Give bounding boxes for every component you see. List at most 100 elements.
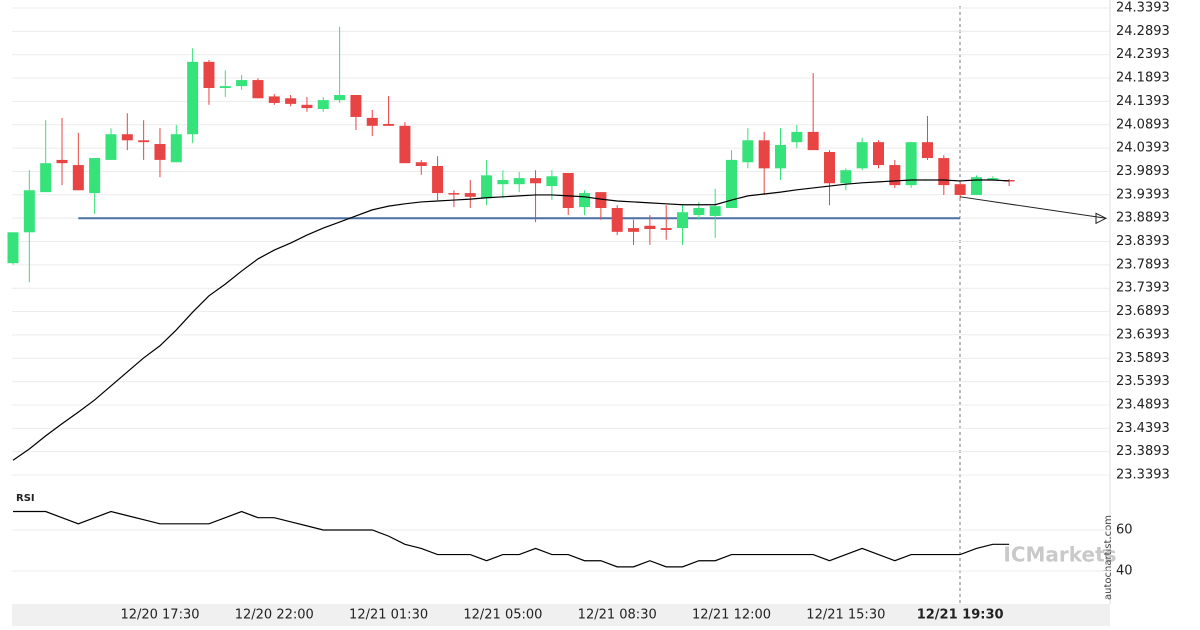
candle-body [7,232,19,264]
x-tick-label: 12/21 15:30 [806,608,885,623]
y-tick-label: 23.9393 [1116,187,1170,202]
candle-body [628,228,640,232]
candle-body [513,178,525,185]
y-tick-label: 23.5893 [1116,351,1170,366]
x-tick-label: 12/21 01:30 [349,608,428,623]
candle-body [399,125,411,164]
forecast-arrowhead [1095,212,1108,225]
x-tick-label: 12/20 17:30 [120,608,199,623]
candle-body [579,193,591,208]
candle-body [562,172,574,209]
candle-body [432,165,444,194]
y-tick-label: 24.0893 [1116,117,1170,132]
candle-body [677,212,689,229]
x-tick-label: 12/21 05:00 [463,608,542,623]
candle-body [40,163,52,193]
rsi-line [13,510,1010,568]
candle-body [905,142,917,186]
x-tick-label: 12/20 22:00 [235,608,314,623]
candle-body [856,142,868,169]
y-tick-label: 23.4893 [1116,397,1170,412]
candle-body [187,61,199,135]
y-tick-label: 24.0393 [1116,141,1170,156]
candle-body [252,80,264,99]
forecast-arrow [960,196,1107,219]
candle-body [726,159,738,209]
source: autochartist.com [1103,515,1114,600]
y-tick-label: 24.3393 [1116,1,1170,16]
candle-body [530,178,542,184]
y-tick-label: 23.7893 [1116,257,1170,272]
candle-body [301,104,313,109]
candle-body [464,193,476,197]
candle-body [693,208,705,216]
candle-body [481,175,493,199]
y-tick-label: 23.5393 [1116,374,1170,389]
candle-body [72,165,84,191]
candle-body [23,190,35,233]
candle-body [921,142,933,159]
candle-body [56,159,68,164]
y-tick-label: 24.1893 [1116,71,1170,86]
candle-body [709,206,721,216]
candle-body [236,80,248,87]
candle-body [938,158,950,186]
candle-body [415,162,427,166]
y-tick-label: 24.2393 [1116,47,1170,62]
candle-body [742,140,754,163]
y-tick-label: 40 [1116,563,1133,578]
candle-body [121,134,133,141]
candle-body [546,176,558,187]
candle-body [350,95,362,117]
x-axis-band [12,604,1110,626]
candle-body [775,144,787,169]
y-tick-label: 23.4393 [1116,421,1170,436]
x-tick-label: 12/21 12:00 [692,608,771,623]
candle-body [791,131,803,143]
candle-body [889,165,901,186]
candle-body [154,144,166,160]
x-tick-label: 12/21 08:30 [578,608,657,623]
candle-body [595,192,607,209]
candle-body [383,123,395,126]
y-tick-label: 23.8893 [1116,211,1170,226]
watermark: ICMarkets [1003,543,1116,567]
candle-body [807,131,819,151]
x-tick-label: 12/21 19:30 [917,608,1004,623]
y-tick-label: 23.9893 [1116,164,1170,179]
y-tick-label: 24.2893 [1116,24,1170,39]
y-tick-label: 23.6893 [1116,304,1170,319]
candle-body [219,86,231,88]
candle-body [824,151,835,184]
candle-body [285,98,297,104]
y-tick-label: 23.8393 [1116,234,1170,249]
candle-body [970,177,982,195]
candle-body [89,158,101,194]
candle-body [497,179,509,185]
candle-body [170,134,182,163]
candle-body [611,208,623,232]
candle-body [660,228,672,230]
y-tick-label: 24.1393 [1116,94,1170,109]
candle-body [268,96,280,103]
y-tick-label: 60 [1116,522,1133,537]
candle-body [954,184,966,195]
candle-body [203,61,215,88]
candle-body [317,100,329,110]
y-tick-label: 23.3393 [1116,468,1170,483]
y-tick-label: 23.7393 [1116,281,1170,296]
rsi-title: RSI [16,493,35,504]
y-tick-label: 23.6393 [1116,327,1170,342]
candle-body [105,134,117,160]
candle-body [366,117,378,126]
candle-body [448,193,460,195]
candle-body [758,140,770,169]
candle-body [334,95,346,101]
y-tick-label: 23.3893 [1116,444,1170,459]
candle-body [987,178,999,180]
candle-body [138,140,150,143]
candle-body [872,142,884,166]
moving-average [12,179,1010,461]
